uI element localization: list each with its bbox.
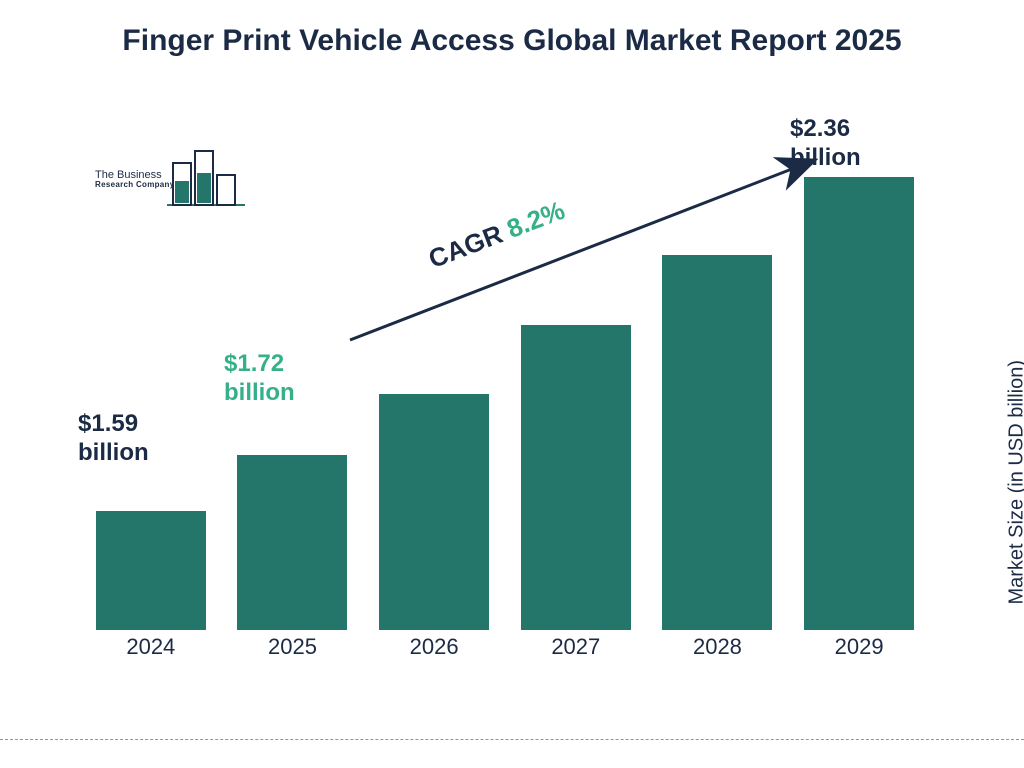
x-axis-labels: 2024 2025 2026 2027 2028 2029 (80, 634, 930, 670)
bar-rect (804, 177, 914, 630)
bar-2027 (521, 325, 631, 630)
bar-rect (662, 255, 772, 630)
chart-title: Finger Print Vehicle Access Global Marke… (0, 0, 1024, 60)
bar-2026 (379, 394, 489, 630)
bar-2029 (804, 177, 914, 630)
bar-value-label: $1.59 billion (78, 410, 188, 468)
bar-2028 (662, 255, 772, 630)
bar-rect (379, 394, 489, 630)
x-tick-label: 2026 (379, 634, 489, 670)
bars-container (80, 130, 930, 630)
x-tick-label: 2025 (237, 634, 347, 670)
x-tick-label: 2028 (662, 634, 772, 670)
x-tick-label: 2024 (96, 634, 206, 670)
y-axis-label: Market Size (in USD billion) (1006, 360, 1024, 605)
bottom-dashed-rule (0, 739, 1024, 740)
x-tick-label: 2027 (521, 634, 631, 670)
bar-chart: 2024 2025 2026 2027 2028 2029 (80, 130, 930, 670)
bar-rect (521, 325, 631, 630)
bar-2025 (237, 455, 347, 630)
x-tick-label: 2029 (804, 634, 914, 670)
bar-rect (96, 511, 206, 630)
bar-value-label: $2.36 billion (790, 115, 900, 173)
bar-rect (237, 455, 347, 630)
bar-2024 (96, 511, 206, 630)
bar-value-label: $1.72 billion (224, 350, 334, 408)
